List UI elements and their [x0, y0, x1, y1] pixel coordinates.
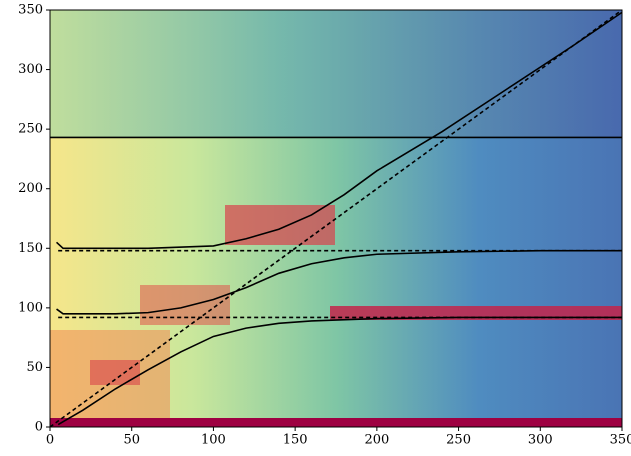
y-tick-label: 300	[18, 62, 43, 77]
x-tick-label: 100	[201, 433, 226, 448]
plot-frame	[49, 9, 623, 428]
line-series	[57, 316, 622, 426]
y-tick-label: 50	[26, 360, 43, 375]
x-tick-label: 50	[123, 433, 140, 448]
y-tick-label: 100	[18, 300, 43, 315]
line-series	[55, 11, 623, 250]
x-tick-label: 150	[283, 433, 308, 448]
x-tick-label: 350	[610, 433, 631, 448]
x-tick-label: 300	[528, 433, 553, 448]
y-tick-label: 200	[18, 181, 43, 196]
line-series	[49, 9, 623, 428]
x-tick-label: 0	[46, 433, 54, 448]
y-tick-label: 250	[18, 122, 43, 137]
y-tick-label: 0	[35, 420, 43, 435]
x-tick-label: 250	[446, 433, 471, 448]
x-tick-label: 200	[364, 433, 389, 448]
y-tick-label: 350	[18, 3, 43, 18]
y-tick-label: 150	[18, 241, 43, 256]
line-series	[56, 249, 622, 315]
